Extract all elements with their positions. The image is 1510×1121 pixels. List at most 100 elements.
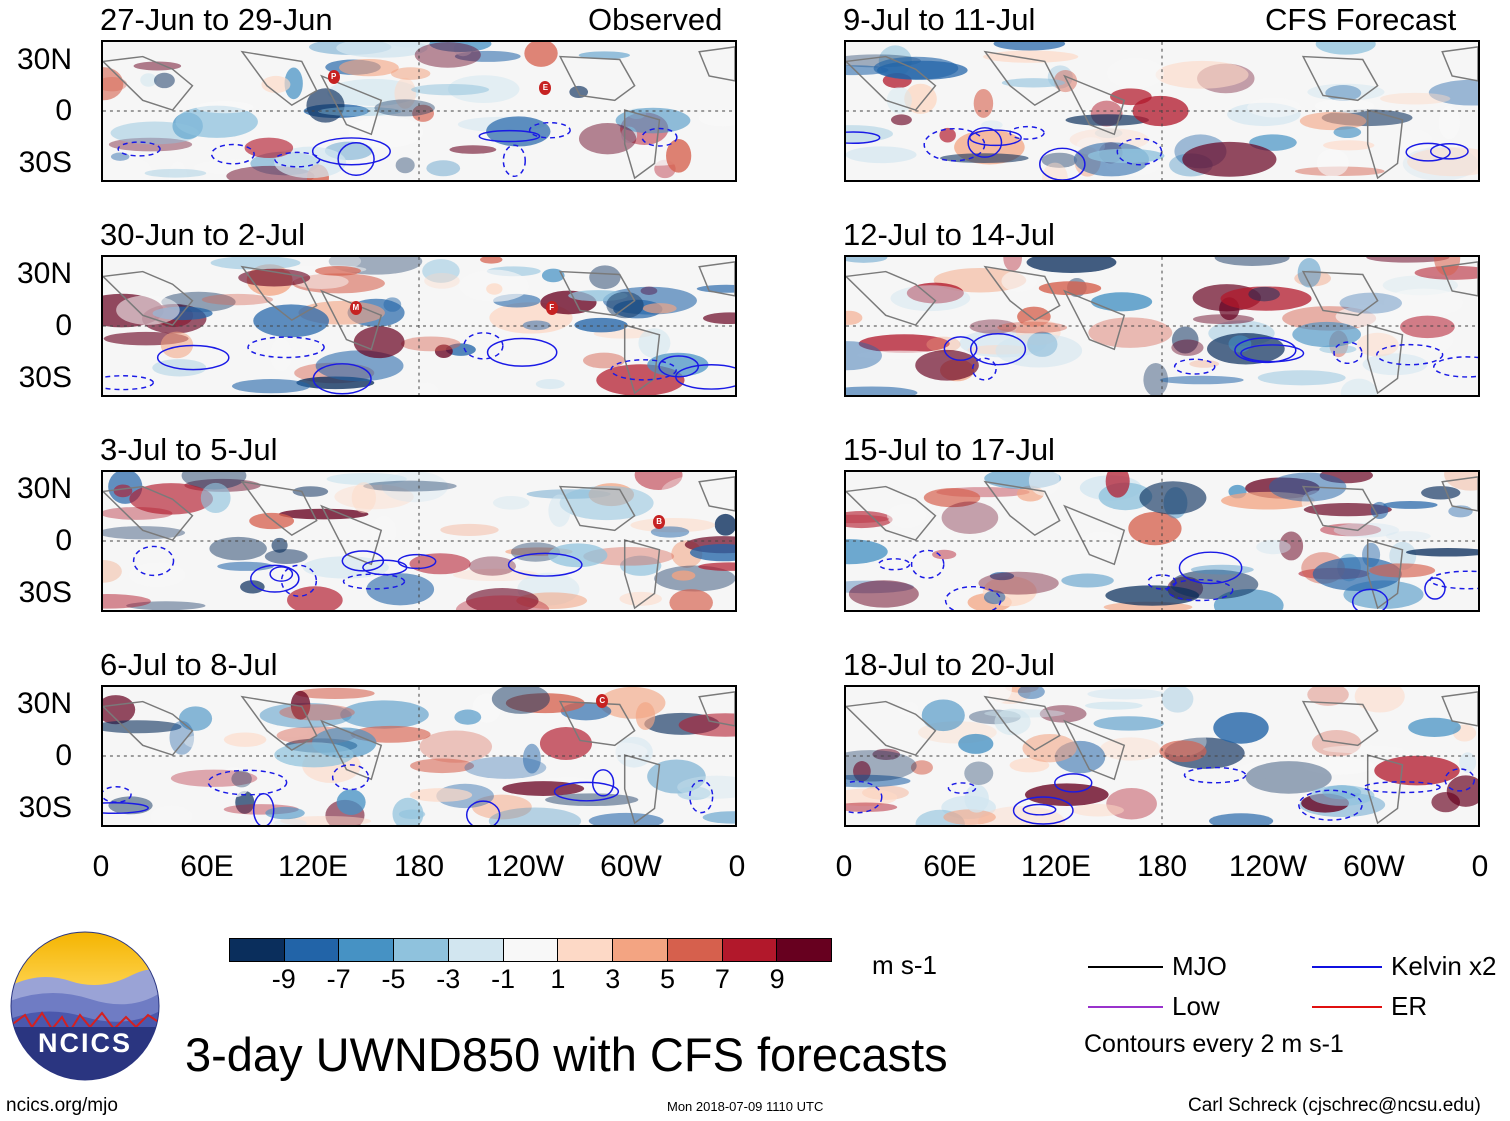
anomaly-blob bbox=[535, 378, 565, 390]
anomaly-blob bbox=[1407, 147, 1478, 177]
anomaly-blob bbox=[846, 341, 882, 371]
observed-header: Observed bbox=[588, 2, 723, 37]
anomaly-blob bbox=[424, 272, 460, 289]
colorbar-tick-label: -7 bbox=[326, 964, 351, 994]
coastline bbox=[320, 504, 383, 566]
lon-label: 120W bbox=[1228, 850, 1308, 883]
anomaly-blob bbox=[1159, 740, 1207, 763]
anomaly-blob bbox=[1370, 501, 1389, 520]
kelvin-contour bbox=[1147, 574, 1177, 590]
kelvin-contour bbox=[1166, 578, 1234, 602]
footer-url[interactable]: ncics.org/mjo bbox=[6, 1095, 118, 1116]
colorbar-tick-label: -9 bbox=[271, 964, 296, 994]
anomaly-blob bbox=[891, 114, 912, 126]
wind-anomaly-field bbox=[846, 42, 1478, 180]
anomaly-blob bbox=[910, 760, 933, 775]
anomaly-blob bbox=[1087, 148, 1165, 164]
anomaly-blob bbox=[589, 265, 621, 290]
anomaly-blob bbox=[1087, 688, 1164, 700]
anomaly-blob bbox=[846, 750, 917, 782]
anomaly-blob bbox=[209, 536, 267, 561]
colorbar-swatch bbox=[338, 939, 394, 961]
coastline bbox=[1441, 261, 1478, 297]
anomaly-blob bbox=[993, 42, 1066, 51]
coastline bbox=[698, 476, 735, 512]
anomaly-blob bbox=[306, 88, 345, 123]
anomaly-blob bbox=[264, 549, 308, 565]
anomaly-blob bbox=[872, 748, 901, 760]
anomaly-blob bbox=[196, 100, 254, 114]
anomaly-blob bbox=[1053, 69, 1078, 93]
anomaly-blob bbox=[1369, 563, 1436, 578]
colorbar-tick-label: -5 bbox=[381, 964, 406, 994]
anomaly-blob bbox=[153, 72, 175, 89]
kelvin-contour bbox=[1376, 343, 1444, 366]
anomaly-blob bbox=[1257, 370, 1346, 386]
lon-label: 60W bbox=[1343, 850, 1405, 883]
anomaly-blob bbox=[615, 107, 691, 134]
colorbar-swatch bbox=[776, 939, 832, 961]
anomaly-blob bbox=[231, 379, 311, 394]
colorbar-tick-label: 1 bbox=[550, 964, 566, 994]
anomaly-blob bbox=[1105, 585, 1200, 606]
anomaly-blob bbox=[412, 104, 435, 122]
anomaly-blob bbox=[210, 257, 301, 270]
anomaly-blob bbox=[410, 758, 475, 774]
anomaly-blob bbox=[997, 321, 1068, 334]
anomaly-blob bbox=[671, 570, 696, 581]
anomaly-blob bbox=[1385, 531, 1431, 542]
map-panel-forecast-3 bbox=[844, 470, 1480, 612]
map-panel-forecast-4 bbox=[844, 685, 1480, 827]
kelvin-contour bbox=[465, 800, 501, 825]
anomaly-blob bbox=[1017, 687, 1045, 700]
anomaly-blob bbox=[440, 523, 499, 536]
legend-line-mjo bbox=[1088, 966, 1163, 968]
coastline bbox=[1301, 55, 1379, 102]
anomaly-blob bbox=[647, 759, 706, 794]
kelvin-contour bbox=[610, 359, 677, 381]
kelvin-contour bbox=[210, 143, 255, 165]
map-panel-forecast-1 bbox=[844, 40, 1480, 182]
coastline bbox=[623, 539, 661, 610]
coastline bbox=[983, 695, 1061, 752]
anomaly-blob bbox=[1408, 717, 1461, 737]
anomaly-blob bbox=[1001, 78, 1066, 88]
anomaly-blob bbox=[1362, 353, 1428, 376]
anomaly-blob bbox=[846, 310, 863, 325]
coastline bbox=[698, 691, 735, 727]
anomaly-blob bbox=[1161, 687, 1194, 713]
kelvin-contour bbox=[1351, 588, 1389, 610]
anomaly-blob bbox=[426, 160, 461, 177]
kelvin-contour bbox=[1054, 773, 1093, 793]
coastline bbox=[1063, 719, 1126, 781]
coastline bbox=[103, 270, 194, 326]
anomaly-blob bbox=[1090, 292, 1153, 312]
anomaly-blob bbox=[978, 571, 1059, 595]
anomaly-blob bbox=[1311, 730, 1362, 757]
anomaly-blob bbox=[231, 770, 252, 788]
colorbar-tick-label: 5 bbox=[660, 964, 676, 994]
anomaly-blob bbox=[873, 56, 959, 80]
kelvin-contour bbox=[947, 782, 977, 794]
coastline bbox=[623, 754, 661, 825]
anomaly-blob bbox=[846, 146, 917, 164]
wind-anomaly-field bbox=[846, 472, 1478, 610]
anomaly-blob bbox=[1001, 270, 1037, 292]
anomaly-blob bbox=[390, 67, 431, 80]
anomaly-blob bbox=[1333, 126, 1362, 139]
lon-label: 60E bbox=[923, 850, 977, 883]
anomaly-blob bbox=[374, 99, 435, 117]
anomaly-blob bbox=[110, 121, 199, 145]
anomaly-blob bbox=[677, 786, 711, 801]
anomaly-blob bbox=[454, 50, 521, 62]
anomaly-blob bbox=[702, 811, 735, 824]
coastline bbox=[240, 480, 318, 537]
anomaly-blob bbox=[539, 726, 593, 760]
anomaly-blob bbox=[103, 526, 186, 540]
lon-label: 120E bbox=[277, 850, 349, 883]
anomaly-blob bbox=[666, 138, 692, 173]
anomaly-blob bbox=[848, 580, 919, 608]
kelvin-contour bbox=[846, 131, 881, 144]
kelvin-contour bbox=[1424, 577, 1446, 600]
